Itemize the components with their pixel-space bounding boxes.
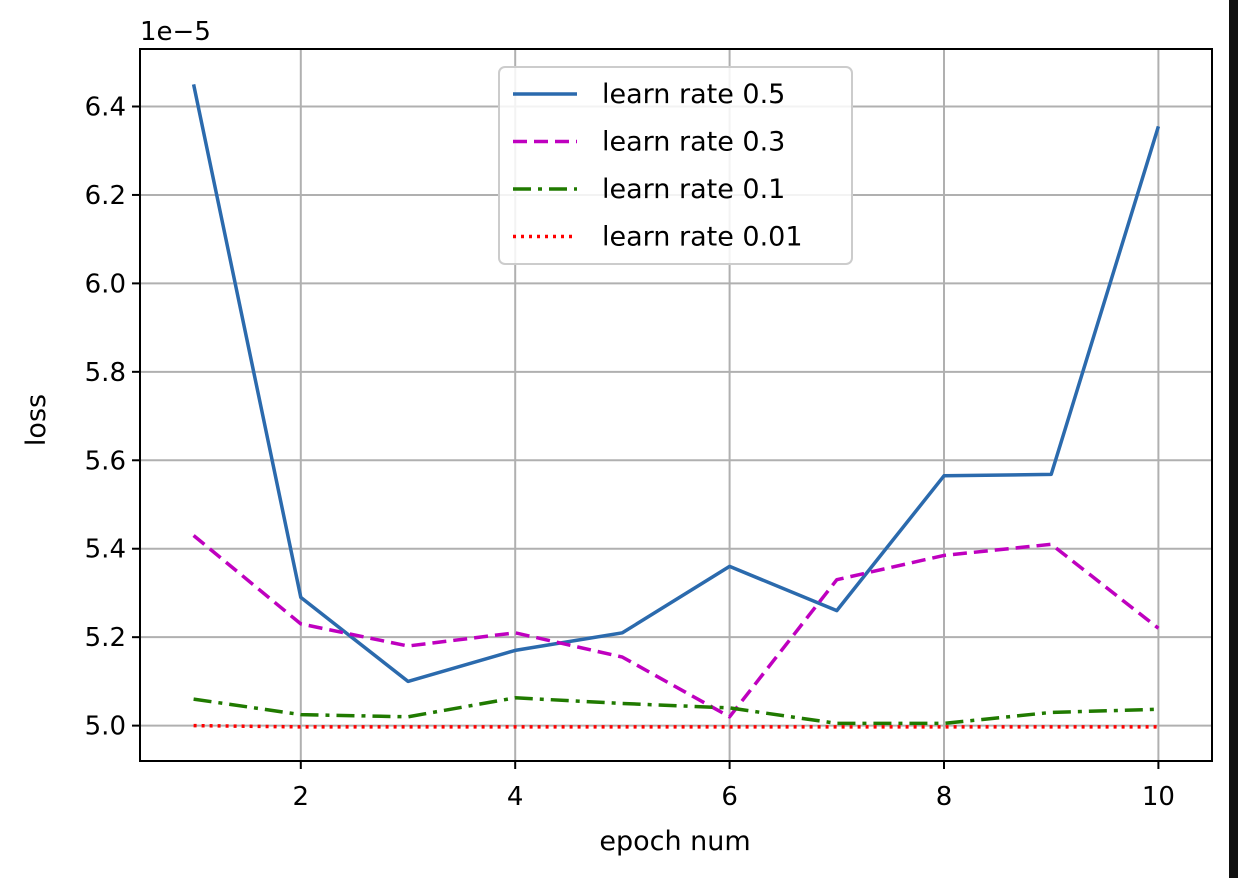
- y-axis-label: loss: [21, 394, 52, 446]
- x-tick-label: 4: [507, 782, 524, 812]
- x-axis-label: epoch num: [599, 826, 750, 857]
- y-offset-label: 1e−5: [140, 17, 211, 47]
- plot-frame: [139, 48, 1213, 762]
- window-edge: [1229, 0, 1238, 878]
- series-line-2: [192, 534, 1160, 719]
- x-tick-label: 10: [1142, 782, 1175, 812]
- legend-box: [498, 66, 853, 265]
- y-tick-label: 5.6: [85, 446, 126, 476]
- x-axis-ticks: 2 4 6 8 10: [293, 761, 1175, 812]
- legend-label: learn rate 0.5: [602, 79, 785, 110]
- y-tick-label: 5.8: [85, 358, 126, 388]
- legend-label: learn rate 0.1: [602, 174, 785, 205]
- y-tick-label: 5.2: [85, 623, 126, 653]
- series-line-3: [193, 696, 1159, 726]
- series-line-4: [193, 723, 1159, 729]
- y-axis-ticks: 5.0 5.2 5.4 5.6 5.8 6.0 6.2 6.4: [85, 92, 140, 742]
- series-lines: [191, 84, 1161, 729]
- y-tick-label: 6.4: [85, 92, 126, 122]
- y-tick-label: 6.0: [85, 269, 126, 299]
- legend-label: learn rate 0.01: [602, 222, 803, 253]
- y-tick-label: 5.4: [85, 535, 126, 565]
- x-tick-label: 2: [293, 782, 310, 812]
- x-tick-label: 6: [721, 782, 738, 812]
- y-tick-label: 5.0: [85, 712, 126, 742]
- y-tick-label: 6.2: [85, 181, 126, 211]
- legend: learn rate 0.5 learn rate 0.3 learn rate 0…: [498, 66, 853, 265]
- x-tick-label: 8: [936, 782, 953, 812]
- legend-label: learn rate 0.3: [602, 127, 785, 158]
- series-line-1: [191, 84, 1161, 684]
